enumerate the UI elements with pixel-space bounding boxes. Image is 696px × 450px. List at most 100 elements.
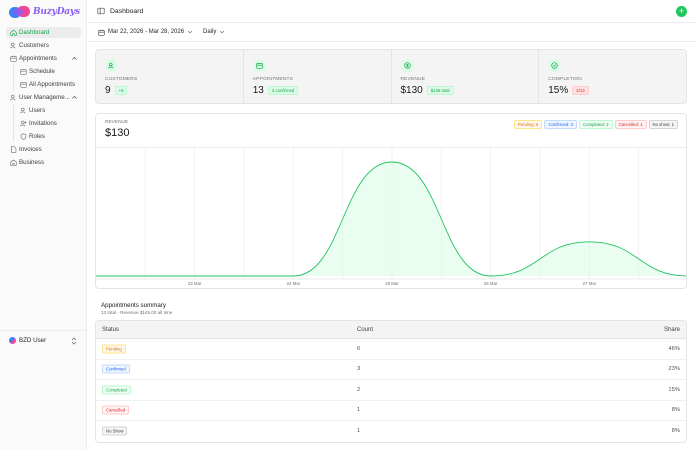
invite-icon (20, 120, 27, 127)
table-header: Status Count Share (96, 321, 686, 339)
chevron-down-icon (220, 30, 225, 34)
chevron-up-icon[interactable] (71, 94, 78, 101)
calendar-icon (20, 81, 27, 88)
share-cell: 8% (671, 428, 680, 435)
x-tick-label: 25 Mar (385, 281, 399, 286)
sidebar-item-label: Schedule (29, 68, 55, 75)
legend-no-show: No show: 1 (648, 120, 678, 129)
sidebar: BuzyDays Dashboard Customers Appointment… (0, 0, 87, 450)
add-button[interactable]: + (676, 6, 687, 17)
plus-icon: + (678, 6, 685, 16)
sidebar-item-user-management[interactable]: User Manageme... (6, 92, 81, 103)
stat-badge: $145 total (426, 86, 454, 95)
column-header-count: Count (357, 326, 374, 333)
share-cell: 8% (671, 407, 680, 414)
stat-label: CUSTOMERS (105, 77, 138, 82)
status-badge: Completed (102, 385, 131, 395)
stat-badge: +6 (114, 86, 128, 95)
revenue-area (96, 162, 686, 276)
chevron-up-icon[interactable] (71, 55, 78, 62)
stat-badge: 3 confirmed (267, 86, 299, 95)
check-circle-icon (548, 59, 562, 72)
dollar-icon (400, 59, 414, 72)
stat-value: 13 (252, 85, 264, 96)
sidebar-item-business[interactable]: Business (6, 157, 81, 168)
column-header-status: Status (102, 326, 120, 333)
submenu-divider (13, 104, 14, 142)
calendar-icon (10, 55, 17, 62)
granularity-select[interactable]: Daily (203, 29, 217, 35)
building-icon (10, 159, 17, 166)
revenue-value: $130 (105, 127, 130, 139)
count-cell: 1 (357, 428, 361, 435)
stat-label: APPOINTMENTS (252, 77, 293, 82)
sidebar-item-roles[interactable]: Roles (16, 131, 81, 142)
x-tick-label: 23 Mar (188, 281, 202, 286)
sidebar-item-invoices[interactable]: Invoices (6, 144, 81, 155)
summary-subtitle: 13 total · Revenue $145.00 all time (101, 310, 173, 315)
x-tick-label: 26 Mar (484, 281, 498, 286)
sidebar-item-label: Users (29, 107, 46, 114)
status-badge: Cancelled (102, 405, 130, 415)
sidebar-item-label: Business (19, 159, 45, 166)
sidebar-item-label: Invitations (29, 120, 57, 127)
stat-badge: 2/13 (572, 86, 589, 95)
revenue-chart-card: REVENUE $130 Pending: 6 Confirmed: 3 Com… (95, 113, 687, 289)
logo-mark-icon (9, 6, 31, 18)
stat-value: 9 (105, 85, 111, 96)
count-cell: 6 (357, 345, 361, 352)
revenue-label: REVENUE (105, 120, 129, 125)
sidebar-item-label: All Appointments (29, 81, 76, 88)
avatar (9, 337, 16, 344)
user-name: BZD User (19, 337, 47, 344)
stat-value: 15% (548, 85, 569, 96)
chevron-down-icon (188, 30, 193, 34)
status-legend: Pending: 6 Confirmed: 3 Completed: 2 Can… (513, 120, 678, 129)
share-cell: 46% (668, 345, 680, 352)
share-cell: 15% (668, 386, 680, 393)
logo[interactable]: BuzyDays (9, 5, 80, 19)
revenue-line (96, 161, 686, 277)
count-cell: 2 (357, 386, 361, 393)
legend-confirmed: Confirmed: 3 (544, 120, 578, 129)
sidebar-item-appointments[interactable]: Appointments (6, 53, 81, 64)
legend-pending: Pending: 6 (513, 120, 543, 129)
stats-row: CUSTOMERS 9 +6 APPOINTMENTS 13 3 confirmed… (95, 49, 687, 104)
share-cell: 23% (668, 366, 680, 373)
stat-card-appointments: APPOINTMENTS 13 3 confirmed (244, 50, 392, 103)
status-badge: No Show (102, 426, 128, 436)
stat-card-customers: CUSTOMERS 9 +6 (96, 50, 244, 103)
sidebar-item-label: Roles (29, 133, 45, 140)
filter-bar: Mar 22, 2026 - Mar 28, 2026 Daily (87, 23, 696, 42)
user-cog-icon (10, 94, 17, 101)
legend-completed: Completed: 2 (579, 120, 613, 129)
table-row: Completed 2 15% (96, 380, 686, 401)
sidebar-item-label: Dashboard (19, 29, 50, 36)
file-icon (10, 146, 17, 153)
sidebar-toggle-icon[interactable] (97, 7, 105, 15)
sidebar-item-label: Customers (19, 42, 49, 49)
x-tick-label: 24 Mar (286, 281, 300, 286)
date-range-picker[interactable]: Mar 22, 2026 - Mar 28, 2026 (108, 29, 185, 35)
calendar-icon (20, 68, 27, 75)
stat-value: $130 (400, 85, 423, 96)
sidebar-item-users[interactable]: Users (16, 105, 81, 116)
stat-card-completion: COMPLETION 15% 2/13 (539, 50, 686, 103)
sidebar-item-dashboard[interactable]: Dashboard (6, 27, 81, 38)
status-badge: Confirmed (102, 364, 130, 374)
sidebar-item-schedule[interactable]: Schedule (16, 66, 81, 77)
shield-icon (20, 133, 27, 140)
logo-text: BuzyDays (33, 7, 80, 17)
user-menu[interactable]: BZD User (0, 330, 87, 350)
sidebar-item-label: Appointments (19, 55, 57, 62)
count-cell: 1 (357, 407, 361, 414)
sidebar-item-all-appointments[interactable]: All Appointments (16, 79, 81, 90)
submenu-divider (13, 65, 14, 91)
legend-cancelled: Cancelled: 1 (614, 120, 647, 129)
sidebar-item-customers[interactable]: Customers (6, 40, 81, 51)
sidebar-item-invitations[interactable]: Invitations (16, 118, 81, 129)
stat-label: REVENUE (400, 77, 426, 82)
topbar: Dashboard + (87, 0, 696, 23)
stat-card-revenue: REVENUE $130 $145 total (392, 50, 540, 103)
count-cell: 3 (357, 366, 361, 373)
